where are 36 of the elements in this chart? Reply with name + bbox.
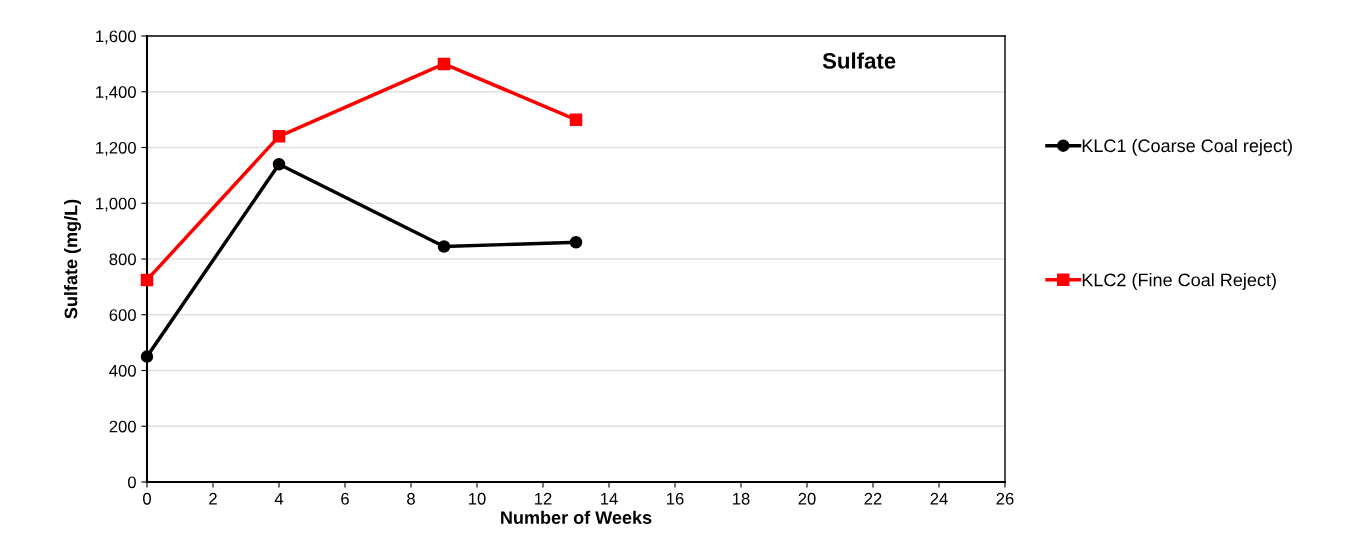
point: [140, 350, 154, 363]
y-tick-label: 1,600: [96, 30, 136, 45]
x-tick-label: 20: [798, 492, 816, 505]
legend-label: KLC1 (Coarse Coal reject): [1082, 138, 1292, 156]
point: [140, 273, 154, 287]
x-tick-label: 2: [209, 492, 217, 505]
point: [569, 236, 583, 249]
x-tick-label: 22: [864, 492, 882, 505]
y-tick-label: 1,200: [96, 141, 136, 156]
point: [272, 130, 286, 143]
y-tick-label: 600: [109, 309, 136, 321]
x-tick-label: 0: [143, 492, 151, 505]
x-tick-label: 8: [407, 492, 415, 505]
y-axis-title: Sulfate (mg/L): [64, 199, 81, 319]
x-tick-label: 10: [469, 492, 486, 505]
y-tick-label: 200: [109, 420, 136, 433]
x-tick-label: 18: [733, 492, 750, 505]
point: [437, 57, 451, 71]
point: [272, 157, 286, 171]
point: [569, 113, 583, 126]
x-tick-label: 16: [667, 492, 684, 505]
x-tick-label: 24: [930, 492, 948, 505]
x-tick-label: 4: [274, 493, 284, 505]
x-tick-label: 6: [341, 492, 349, 505]
x-tick-label: 14: [601, 493, 618, 505]
x-tick-label: 12: [535, 492, 552, 505]
legend-label: KLC2 (Fine Coal Reject): [1082, 273, 1276, 290]
y-tick-label: 0: [127, 476, 136, 489]
y-tick-label: 1,400: [96, 86, 136, 100]
text: Sulfate: [822, 52, 896, 69]
y-tick-label: 400: [109, 364, 136, 377]
x-tick-label: 26: [996, 492, 1014, 505]
point: [437, 240, 451, 253]
y-tick-label: 800: [109, 253, 136, 266]
x-axis-title: Number of Weeks: [501, 510, 652, 524]
y-tick-label: 1,000: [96, 197, 136, 212]
